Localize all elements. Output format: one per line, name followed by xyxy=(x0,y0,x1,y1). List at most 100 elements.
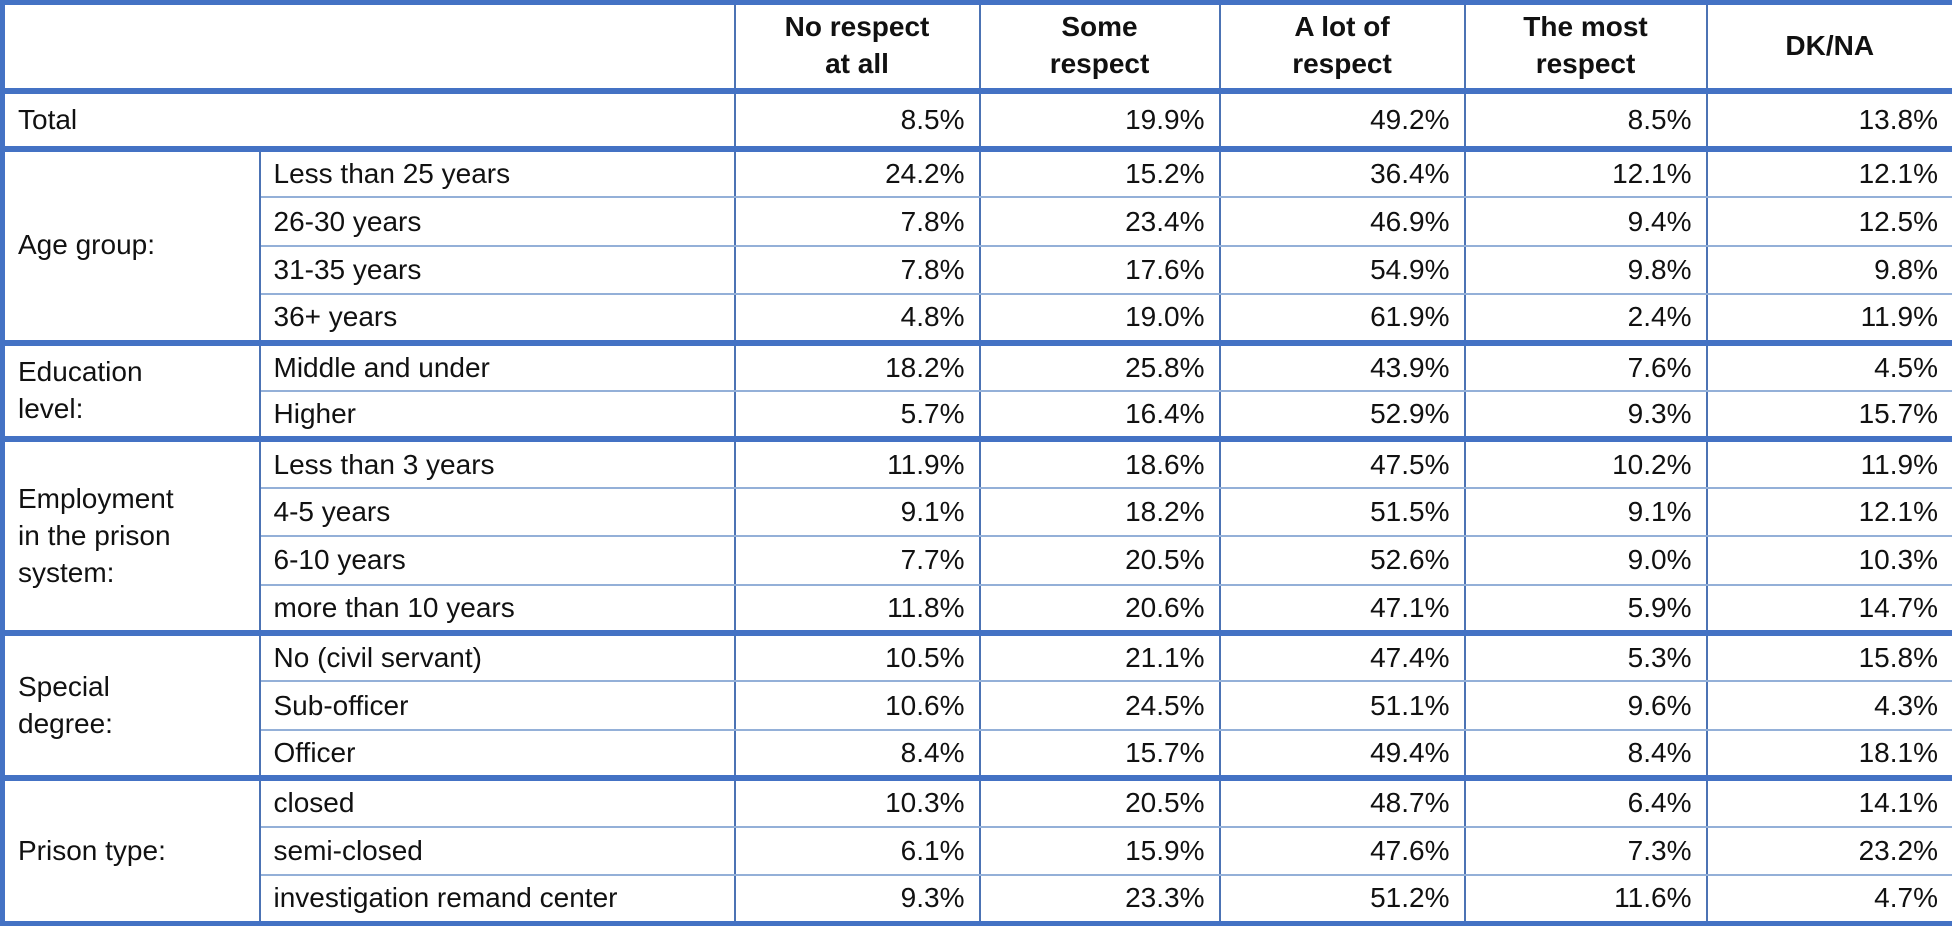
value-cell: 18.1% xyxy=(1705,728,1952,780)
value-cell: 18.6% xyxy=(978,436,1221,489)
value-cell: 11.9% xyxy=(1705,436,1952,489)
value-cell: 43.9% xyxy=(1218,339,1466,392)
table-header: No respect at all Some respect A lot of re… xyxy=(1,1,1952,94)
value-cell: 9.1% xyxy=(1463,486,1708,538)
value-cell: 52.6% xyxy=(1218,535,1466,586)
value-cell: 20.6% xyxy=(978,583,1221,634)
group-label: Age group: xyxy=(1,146,261,344)
value-cell: 46.9% xyxy=(1218,196,1466,247)
value-cell: 23.3% xyxy=(978,873,1221,926)
value-cell: 18.2% xyxy=(733,339,981,392)
value-cell: 7.6% xyxy=(1463,339,1708,392)
value-cell: 9.6% xyxy=(1463,680,1708,731)
value-cell: 4.7% xyxy=(1705,873,1952,926)
table-row: Education level: Middle and under 18.2% 25.… xyxy=(1,339,1952,441)
table-row: Sub-officer 10.6% 24.5% 51.1% 9.6% 4.3% xyxy=(3,680,1952,731)
value-cell: 9.3% xyxy=(733,873,981,926)
row-label: Sub-officer xyxy=(258,680,736,731)
group-label: Prison type: xyxy=(1,775,261,925)
row-label: 36+ years xyxy=(258,293,736,344)
value-cell: 7.3% xyxy=(1463,825,1708,876)
row-label: Officer xyxy=(258,728,736,780)
value-cell: 5.3% xyxy=(1463,629,1708,683)
table-row: 31-35 years 7.8% 17.6% 54.9% 9.8% 9.8% xyxy=(3,244,1952,296)
value-cell: 36.4% xyxy=(1218,146,1466,199)
value-cell: 11.8% xyxy=(733,583,981,634)
table-row: Employment in the prison system: Less tha… xyxy=(1,436,1952,634)
value-cell: 8.5% xyxy=(1463,87,1708,151)
value-cell: 13.8% xyxy=(1705,87,1952,151)
value-cell: 12.1% xyxy=(1705,486,1952,538)
row-label: Less than 25 years xyxy=(258,146,736,199)
value-cell: 51.5% xyxy=(1218,486,1466,538)
value-cell: 2.4% xyxy=(1463,293,1708,344)
value-cell: 61.9% xyxy=(1218,293,1466,344)
table-row: 4-5 years 9.1% 18.2% 51.5% 9.1% 12.1% xyxy=(3,486,1952,538)
row-label: No (civil servant) xyxy=(258,629,736,683)
row-label: more than 10 years xyxy=(258,583,736,634)
value-cell: 15.7% xyxy=(1705,389,1952,441)
row-label: Higher xyxy=(258,389,736,441)
table-row-total: Total 8.5% 19.9% 49.2% 8.5% 13.8% xyxy=(1,87,1952,151)
value-cell: 10.6% xyxy=(733,680,981,731)
value-cell: 47.1% xyxy=(1218,583,1466,634)
value-cell: 9.8% xyxy=(1463,244,1708,296)
value-cell: 4.8% xyxy=(733,293,981,344)
value-cell: 19.9% xyxy=(978,87,1221,151)
value-cell: 5.7% xyxy=(733,389,981,441)
row-label: 4-5 years xyxy=(258,486,736,538)
table-row: more than 10 years 11.8% 20.6% 47.1% 5.9% 14.… xyxy=(3,583,1952,634)
value-cell: 19.0% xyxy=(978,293,1221,344)
value-cell: 16.4% xyxy=(978,389,1221,441)
value-cell: 12.1% xyxy=(1705,146,1952,199)
row-label: 26-30 years xyxy=(258,196,736,247)
column-header: Some respect xyxy=(978,1,1221,94)
table-row: 36+ years 4.8% 19.0% 61.9% 2.4% 11.9% xyxy=(3,293,1952,344)
value-cell: 11.6% xyxy=(1463,873,1708,926)
value-cell: 49.4% xyxy=(1218,728,1466,780)
value-cell: 6.1% xyxy=(733,825,981,876)
value-cell: 14.1% xyxy=(1705,775,1952,828)
total-label: Total xyxy=(1,87,736,151)
row-label: Middle and under xyxy=(258,339,736,392)
column-header: The most respect xyxy=(1463,1,1708,94)
value-cell: 8.5% xyxy=(733,87,981,151)
group-label: Employment in the prison system: xyxy=(1,436,261,634)
value-cell: 49.2% xyxy=(1218,87,1466,151)
value-cell: 10.3% xyxy=(733,775,981,828)
value-cell: 17.6% xyxy=(978,244,1221,296)
value-cell: 4.5% xyxy=(1705,339,1952,392)
value-cell: 9.1% xyxy=(733,486,981,538)
group-label: Education level: xyxy=(1,339,261,441)
value-cell: 47.6% xyxy=(1218,825,1466,876)
value-cell: 9.8% xyxy=(1705,244,1952,296)
table-row: investigation remand center 9.3% 23.3% 51.2… xyxy=(3,873,1952,926)
value-cell: 15.2% xyxy=(978,146,1221,199)
value-cell: 11.9% xyxy=(1705,293,1952,344)
value-cell: 21.1% xyxy=(978,629,1221,683)
value-cell: 20.5% xyxy=(978,775,1221,828)
value-cell: 9.0% xyxy=(1463,535,1708,586)
value-cell: 51.2% xyxy=(1218,873,1466,926)
value-cell: 48.7% xyxy=(1218,775,1466,828)
table-row: Special degree: No (civil servant) 10.5% 21… xyxy=(1,629,1952,780)
table-row: Age group: Less than 25 years 24.2% 15.2% 36… xyxy=(1,146,1952,344)
value-cell: 12.1% xyxy=(1463,146,1708,199)
value-cell: 8.4% xyxy=(1463,728,1708,780)
value-cell: 12.5% xyxy=(1705,196,1952,247)
row-label: 6-10 years xyxy=(258,535,736,586)
value-cell: 23.2% xyxy=(1705,825,1952,876)
row-label: Less than 3 years xyxy=(258,436,736,489)
table-row: Officer 8.4% 15.7% 49.4% 8.4% 18.1% xyxy=(3,728,1952,780)
value-cell: 7.8% xyxy=(733,244,981,296)
value-cell: 52.9% xyxy=(1218,389,1466,441)
value-cell: 7.8% xyxy=(733,196,981,247)
row-label: investigation remand center xyxy=(258,873,736,926)
table-row: 6-10 years 7.7% 20.5% 52.6% 9.0% 10.3% xyxy=(3,535,1952,586)
table-row: semi-closed 6.1% 15.9% 47.6% 7.3% 23.2% xyxy=(3,825,1952,876)
table-body: Total 8.5% 19.9% 49.2% 8.5% 13.8% Age group: Le… xyxy=(1,87,1952,926)
value-cell: 6.4% xyxy=(1463,775,1708,828)
value-cell: 15.7% xyxy=(978,728,1221,780)
value-cell: 7.7% xyxy=(733,535,981,586)
